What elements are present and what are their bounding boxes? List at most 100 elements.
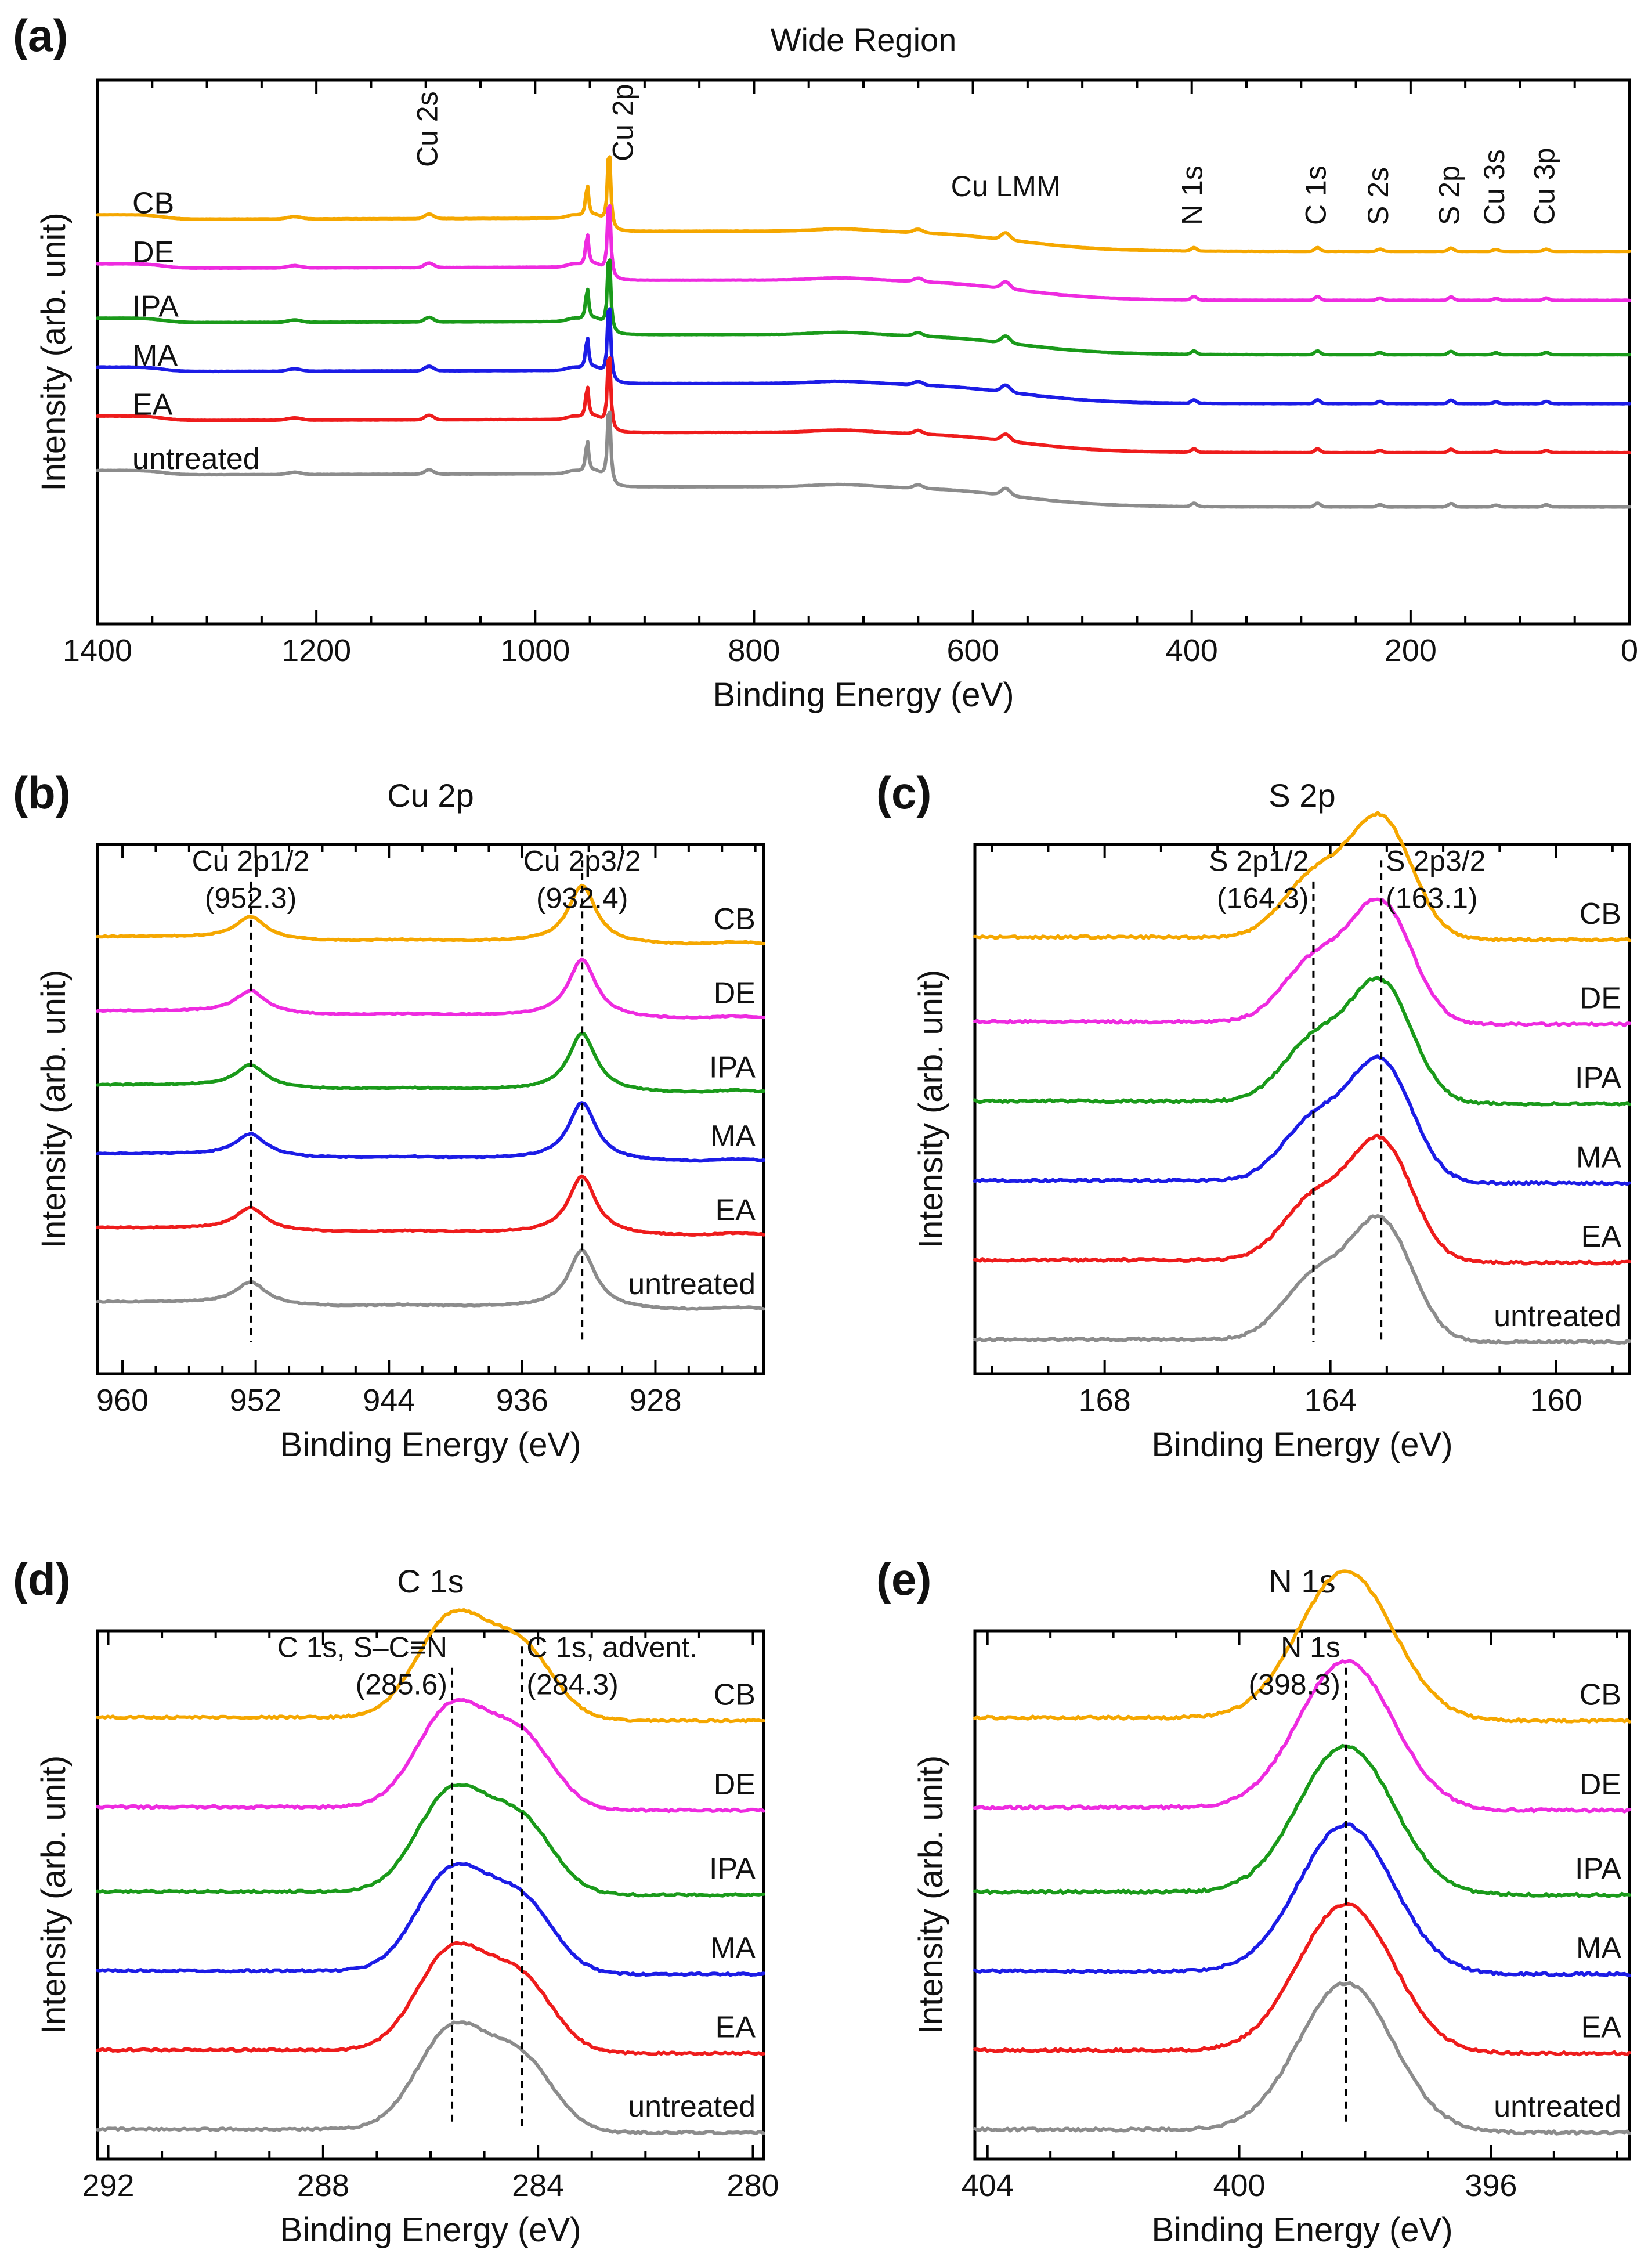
x-tick-label: 292 — [82, 2168, 134, 2203]
series-label: EA — [715, 2011, 756, 2045]
peak-label: Cu 2p — [607, 84, 639, 161]
y-axis-label: Intensity (arb. unit) — [35, 212, 73, 491]
series-label: EA — [132, 388, 173, 421]
x-tick-label: 396 — [1465, 2168, 1517, 2203]
x-tick-label: 288 — [297, 2168, 349, 2203]
plot-frame — [96, 78, 1631, 626]
series-line-IPA — [96, 1783, 765, 1898]
series-label: EA — [1581, 2011, 1622, 2045]
series-label: untreated — [1494, 2090, 1621, 2123]
series-line-MA — [973, 1822, 1631, 1977]
x-tick-label: 944 — [363, 1383, 415, 1418]
series-label: CB — [132, 187, 174, 221]
chart-title: C 1s — [397, 1563, 464, 1599]
x-tick-label: 280 — [727, 2168, 779, 2203]
series-label: untreated — [628, 1267, 756, 1301]
chart-title: S 2p — [1268, 777, 1335, 814]
x-axis-label: Binding Energy (eV) — [1151, 1426, 1452, 1464]
reference-value: (284.3) — [526, 1669, 618, 1701]
series-line-IPA — [973, 1743, 1631, 1898]
x-axis-label: Binding Energy (eV) — [1151, 2211, 1452, 2249]
reference-value: (398.3) — [1248, 1669, 1340, 1701]
series-line-EA — [96, 1174, 765, 1237]
series-label: untreated — [132, 442, 260, 476]
panel-b: (b) Cu 2p 960 952 944 936 928 Binding Energy (e… — [13, 767, 765, 1464]
series-line-untreated — [973, 1214, 1631, 1345]
series-line-untreated — [96, 410, 1631, 509]
series-line-DE — [96, 1698, 765, 1814]
series-line-MA — [96, 1862, 765, 1977]
panel-label: (d) — [13, 1554, 71, 1605]
x-tick-label: 0 — [1621, 633, 1638, 668]
series-line-MA — [96, 1101, 765, 1163]
series-label: MA — [710, 1931, 756, 1965]
series-line-untreated — [96, 2020, 765, 2136]
series-line-EA — [973, 1133, 1631, 1266]
peak-label: Cu 3s — [1478, 149, 1510, 225]
y-axis-label: Intensity (arb. unit) — [912, 970, 950, 1248]
reference-label: S 2p3/2 — [1386, 845, 1486, 877]
series-label: IPA — [709, 1050, 756, 1084]
series-line-untreated — [96, 1248, 765, 1311]
plot-frame — [973, 843, 1631, 1375]
panel-c: (c) S 2p 168 164 160 Binding Energy (eV) Inten… — [876, 767, 1631, 1464]
series-label: MA — [132, 339, 178, 373]
panel-label: (c) — [876, 767, 931, 818]
reference-value: (164.3) — [1217, 882, 1309, 915]
x-tick-label: 168 — [1079, 1383, 1131, 1418]
series-line-EA — [96, 1941, 765, 2056]
series-line-CB — [96, 883, 765, 946]
series-line-DE — [96, 204, 1631, 302]
reference-label: Cu 2p3/2 — [523, 845, 641, 877]
series-label: DE — [714, 977, 756, 1010]
series-label: CB — [1580, 1678, 1621, 1711]
y-axis-label: Intensity (arb. unit) — [912, 1756, 950, 2034]
series-line-untreated — [973, 1981, 1631, 2136]
series-label: CB — [1580, 897, 1621, 931]
series-line-DE — [973, 897, 1631, 1028]
x-tick-label: 400 — [1166, 633, 1218, 668]
series-label: DE — [714, 1768, 756, 1801]
peak-label: S 2p — [1433, 165, 1466, 225]
series-label: MA — [1576, 1931, 1621, 1965]
x-tick-label: 404 — [962, 2168, 1014, 2203]
reference-value: (952.3) — [205, 882, 297, 915]
reference-value: (163.1) — [1386, 882, 1477, 915]
series-line-MA — [973, 1054, 1631, 1186]
x-tick-label: 1000 — [500, 633, 570, 668]
series-label: EA — [1581, 1220, 1622, 1254]
x-tick-label: 960 — [96, 1383, 149, 1418]
reference-label: Cu 2p1/2 — [192, 845, 310, 877]
series-label: IPA — [132, 290, 179, 324]
y-axis-label: Intensity (arb. unit) — [35, 970, 73, 1248]
x-tick-label: 284 — [512, 2168, 564, 2203]
reference-value: (932.4) — [536, 882, 628, 915]
chart-title: Cu 2p — [387, 777, 474, 814]
series-line-CB — [973, 811, 1631, 943]
reference-label: C 1s, S–C≡N — [277, 1631, 447, 1664]
series-label: EA — [715, 1194, 756, 1227]
x-tick-label: 928 — [629, 1383, 681, 1418]
series-line-CB — [96, 1608, 765, 1724]
peak-label: S 2s — [1362, 167, 1394, 225]
x-axis-label: Binding Energy (eV) — [280, 2211, 581, 2249]
x-axis-label: Binding Energy (eV) — [713, 676, 1014, 714]
x-axis-label: Binding Energy (eV) — [280, 1426, 581, 1464]
panel-d: (d) C 1s 292 288 284 280 Binding Energy (eV) In… — [13, 1554, 779, 2249]
series-label: untreated — [628, 2090, 756, 2123]
series-label: DE — [1580, 1768, 1621, 1801]
x-tick-label: 952 — [230, 1383, 282, 1418]
panel-label: (a) — [13, 10, 68, 61]
x-tick-label: 1200 — [281, 633, 351, 668]
x-tick-label: 400 — [1213, 2168, 1265, 2203]
x-tick-label: 800 — [728, 633, 780, 668]
series-line-IPA — [96, 1031, 765, 1094]
peak-label: N 1s — [1176, 165, 1208, 225]
chart-title: Wide Region — [771, 21, 957, 58]
chart-title: N 1s — [1268, 1563, 1335, 1599]
series-line-EA — [96, 356, 1631, 454]
panel-a: (a) Wide Region 1400 1200 1000 800 600 400 200 0 B… — [13, 10, 1638, 714]
x-tick-label: 1400 — [63, 633, 132, 668]
series-line-EA — [973, 1902, 1631, 2057]
